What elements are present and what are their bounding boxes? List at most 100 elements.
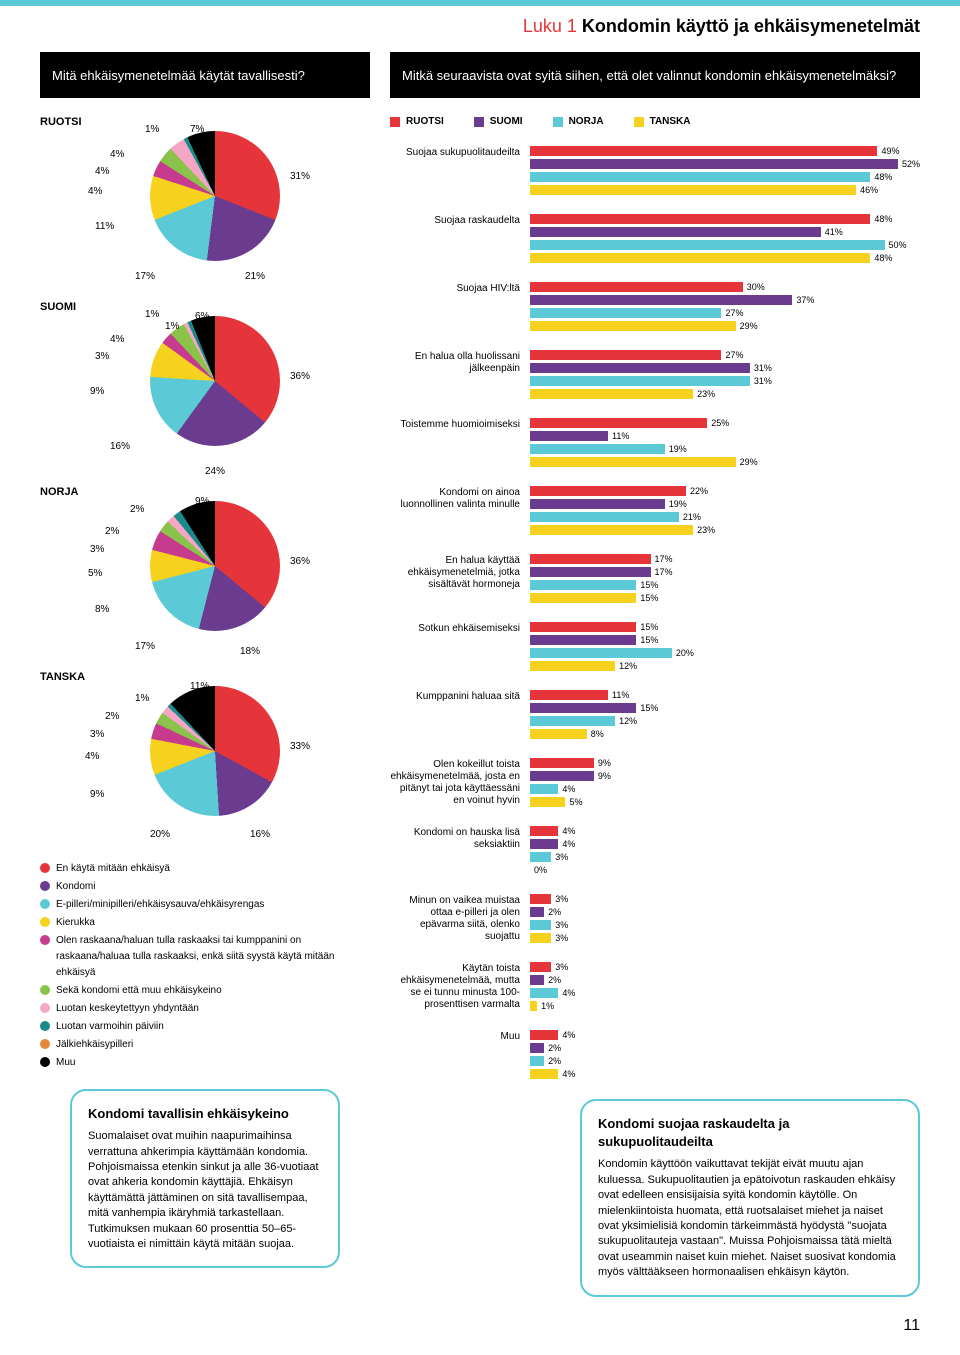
bar — [530, 1043, 544, 1053]
bar — [530, 593, 636, 603]
pie-legend-label: Kierukka — [56, 915, 95, 931]
bar-group: Olen kokeillut toista ehkäisymenetelmää,… — [390, 757, 920, 809]
legend-item: SUOMI — [474, 116, 523, 127]
bar — [530, 716, 615, 726]
bar-value: 31% — [754, 376, 772, 386]
bar-row: 11% — [530, 689, 920, 701]
pie-legend-dot — [40, 1003, 50, 1013]
pie-legend-dot — [40, 1021, 50, 1031]
bar-row: 23% — [530, 388, 920, 400]
legend-label: SUOMI — [490, 116, 523, 127]
bar-row: 9% — [530, 770, 920, 782]
legend-label: NORJA — [569, 116, 604, 127]
pie-slice-label: 2% — [105, 711, 119, 722]
bar — [530, 648, 672, 658]
callout-right-body: Kondomin käyttöön vaikuttavat tekijät ei… — [598, 1157, 902, 1280]
bar — [530, 771, 594, 781]
bar-value: 30% — [747, 282, 765, 292]
bar — [530, 1001, 537, 1011]
legend-item: NORJA — [553, 116, 604, 127]
bars: 9%9%4%5% — [530, 757, 920, 809]
bar-row: 19% — [530, 498, 920, 510]
bar-row: 31% — [530, 362, 920, 374]
bar-value: 22% — [690, 486, 708, 496]
bar-row: 46% — [530, 184, 920, 196]
bars: 22%19%21%23% — [530, 485, 920, 537]
right-question: Mitkä seuraavista ovat syitä siihen, ett… — [390, 52, 920, 98]
bar-value: 3% — [555, 962, 568, 972]
bars: 25%11%19%29% — [530, 417, 920, 469]
bar — [530, 214, 870, 224]
pie-legend-dot — [40, 899, 50, 909]
bar-value: 4% — [562, 988, 575, 998]
bar-value: 15% — [640, 703, 658, 713]
pie-legend-dot — [40, 1057, 50, 1067]
bar-row: 49% — [530, 145, 920, 157]
bar-row: 2% — [530, 974, 920, 986]
pie-legend-dot — [40, 881, 50, 891]
pie — [150, 501, 280, 631]
bar-row: 30% — [530, 281, 920, 293]
bar-group-label: Sotkun ehkäisemiseksi — [390, 621, 530, 673]
bar-row: 48% — [530, 171, 920, 183]
bar-group: Suojaa raskaudelta48%41%50%48% — [390, 213, 920, 265]
bar-value: 11% — [612, 690, 629, 700]
bar-group: En halua käyttää ehkäisymenetelmiä, jotk… — [390, 553, 920, 605]
bar — [530, 308, 721, 318]
country-legend: RUOTSISUOMINORJATANSKA — [390, 116, 920, 127]
bar-value: 4% — [562, 826, 575, 836]
bars: 49%52%48%46% — [530, 145, 920, 197]
bars: 11%15%12%8% — [530, 689, 920, 741]
bar-row: 21% — [530, 511, 920, 523]
pie-legend-label: Jälkiehkäisypilleri — [56, 1037, 133, 1053]
bar-row: 1% — [530, 1000, 920, 1012]
pie-slice-label: 1% — [135, 693, 149, 704]
callout-left-title: Kondomi tavallisin ehkäisykeino — [88, 1105, 322, 1123]
legend-item: TANSKA — [634, 116, 691, 127]
pie-legend-dot — [40, 1039, 50, 1049]
pie-legend-item: Kondomi — [40, 879, 370, 895]
bar — [530, 499, 665, 509]
bar-row: 15% — [530, 621, 920, 633]
bar — [530, 1056, 544, 1066]
bar-value: 1% — [541, 1001, 554, 1011]
bar — [530, 690, 608, 700]
bar-row: 50% — [530, 239, 920, 251]
bar-row: 31% — [530, 375, 920, 387]
bar-value: 15% — [640, 580, 658, 590]
legend-swatch — [390, 117, 400, 127]
pie-legend-label: Olen raskaana/haluan tulla raskaaksi tai… — [56, 933, 370, 981]
bar-value: 4% — [562, 1030, 575, 1040]
pie-slice-label: 6% — [195, 311, 209, 322]
bar-value: 17% — [655, 554, 673, 564]
bar-value: 8% — [591, 729, 604, 739]
bar-row: 15% — [530, 634, 920, 646]
bar — [530, 839, 558, 849]
pie-legend-label: Sekä kondomi että muu ehkäisykeino — [56, 983, 222, 999]
bar-group: Käytän toista ehkäisymenetelmää, mutta s… — [390, 961, 920, 1013]
pie-slice-label: 36% — [290, 371, 310, 382]
chapter-title: Luku 1 Kondomin käyttö ja ehkäisymenetel… — [0, 6, 960, 52]
bar — [530, 852, 551, 862]
bar-group: Sotkun ehkäisemiseksi15%15%20%12% — [390, 621, 920, 673]
bar-group: Kumppanini haluaa sitä11%15%12%8% — [390, 689, 920, 741]
bar-row: 27% — [530, 349, 920, 361]
page-number: 11 — [0, 1297, 960, 1355]
bar-value: 20% — [676, 648, 694, 658]
bar — [530, 797, 565, 807]
bar-row: 8% — [530, 728, 920, 740]
bar-value: 31% — [754, 363, 772, 373]
bar-row: 27% — [530, 307, 920, 319]
bar-value: 9% — [598, 771, 611, 781]
bar — [530, 282, 743, 292]
bar-row: 17% — [530, 553, 920, 565]
bar-value: 3% — [555, 933, 568, 943]
pie-legend-dot — [40, 935, 50, 945]
legend-swatch — [474, 117, 484, 127]
pie-chart-suomi: SUOMI36%24%16%9%3%4%1%1%6% — [40, 301, 370, 481]
bar-row: 2% — [530, 1042, 920, 1054]
bar-group-label: Muu — [390, 1029, 530, 1081]
pie-slice-label: 4% — [95, 166, 109, 177]
bar — [530, 363, 750, 373]
bar-value: 23% — [697, 389, 715, 399]
